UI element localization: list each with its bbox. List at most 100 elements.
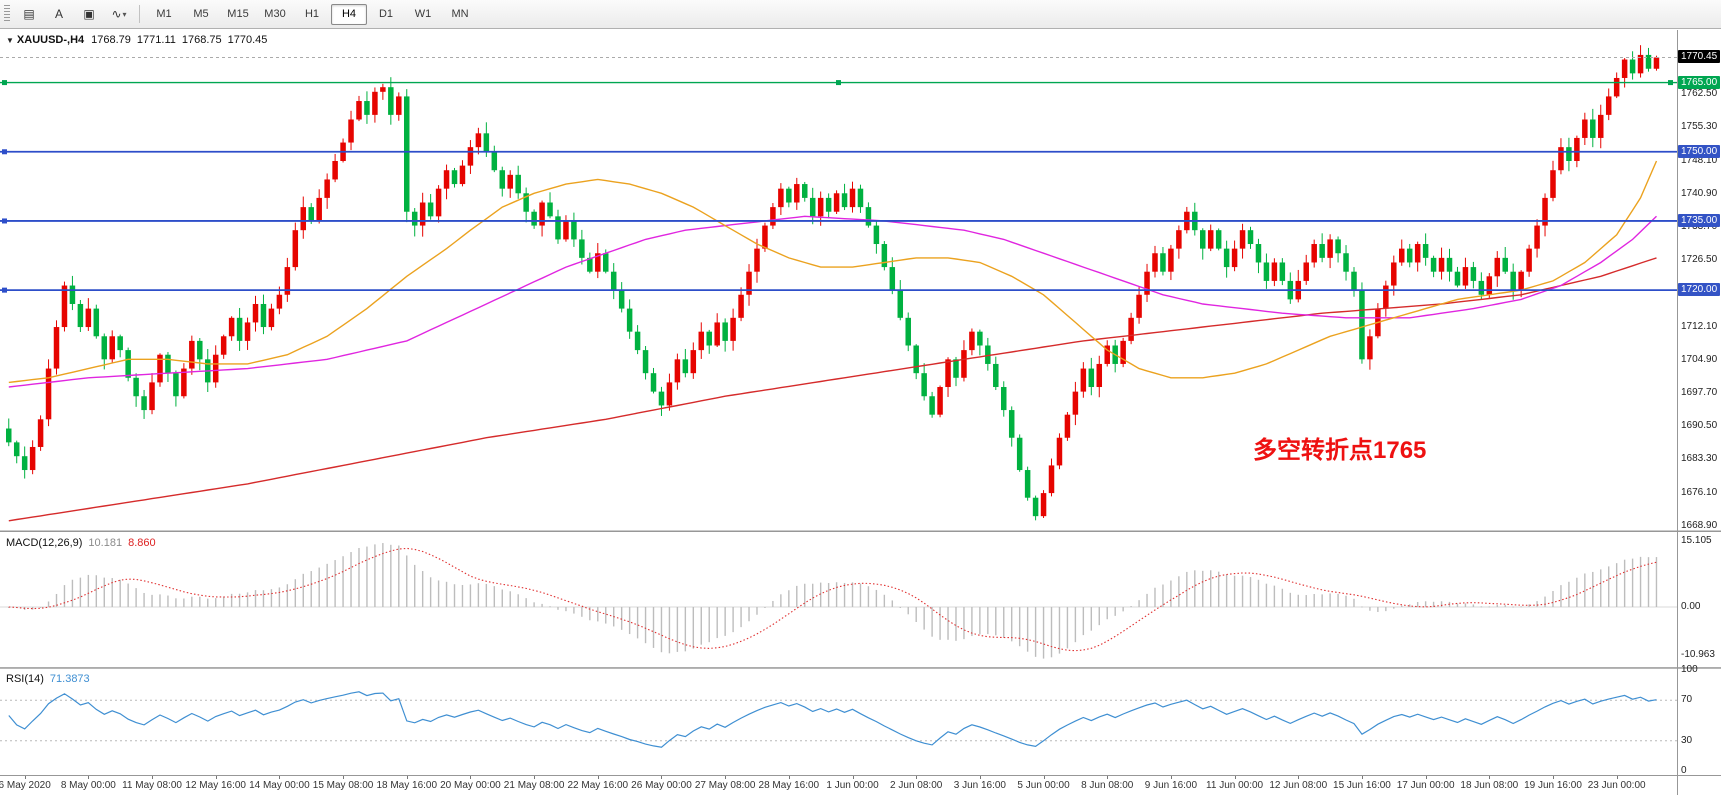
macd-histogram	[8, 543, 1658, 659]
time-axis-label: 3 Jun 16:00	[953, 780, 1006, 791]
horizontal-level-lines	[0, 56, 1677, 293]
ma-fast-orange	[8, 160, 1658, 384]
timeframe-m5-button[interactable]: M5	[193, 8, 209, 20]
price-tag: 1750.00	[1678, 144, 1721, 158]
candles	[6, 45, 1660, 521]
text-label-icon[interactable]: A	[54, 7, 63, 21]
timeframe-buttons: M1 M5 M15 M30 H1 H4 D1 W1 MN	[146, 3, 478, 25]
time-axis-label: 20 May 00:00	[440, 780, 501, 791]
time-axis-label: 5 Jun 00:00	[1017, 780, 1070, 791]
timeframe-d1-button[interactable]: D1	[378, 8, 394, 20]
time-axis-tick	[1107, 776, 1109, 779]
time-axis-label: 22 May 16:00	[567, 780, 629, 791]
time-axis-label: 15 Jun 16:00	[1333, 780, 1391, 791]
time-axis-tick	[152, 776, 154, 779]
time-axis-tick	[597, 776, 599, 779]
time-axis-tick	[788, 776, 790, 779]
toolbar-separator	[139, 5, 140, 23]
ma-mid-magenta	[8, 215, 1657, 388]
rsi-name: RSI(14)	[6, 673, 44, 685]
price-axis-label: 1676.10	[1681, 486, 1718, 498]
timeframe-m1-button[interactable]: M1	[156, 8, 172, 20]
time-axis-label: 6 May 2020	[0, 780, 51, 791]
price-axis-label: 1668.90	[1681, 519, 1718, 531]
time-axis-tick	[1234, 776, 1236, 779]
time-axis-tick	[215, 776, 217, 779]
time-axis-label: 19 Jun 16:00	[1524, 780, 1582, 791]
toolbar-grip[interactable]	[4, 5, 10, 23]
price-axis-label: 1726.50	[1681, 254, 1718, 266]
time-axis-tick	[979, 776, 981, 779]
time-axis-label: 1 Jun 00:00	[826, 780, 879, 791]
time-axis-tick	[916, 776, 918, 779]
price-axis-label: 1748.10	[1681, 154, 1718, 166]
time-axis-label: 8 Jun 08:00	[1081, 780, 1134, 791]
ohlc-low: 1768.75	[181, 34, 222, 46]
timeframe-w1-button[interactable]: W1	[414, 8, 432, 20]
time-axis-tick	[406, 776, 408, 779]
symbol-name: XAUUSD-,H4	[16, 34, 85, 46]
panel-borders	[0, 30, 1721, 795]
time-axis-label: 11 Jun 00:00	[1206, 780, 1264, 791]
price-tag: 1770.45	[1678, 50, 1721, 64]
time-axis-tick	[1552, 776, 1554, 779]
time-axis-tick	[24, 776, 26, 779]
chart-text-annotation[interactable]: 多空转折点1765	[1253, 437, 1427, 464]
template-icon[interactable]: ▣	[83, 7, 95, 21]
timeframe-m30-button[interactable]: M30	[264, 8, 286, 20]
rsi-value: 71.3873	[49, 673, 90, 685]
tool-buttons: ▤ A ▣ ∿ ▾	[15, 3, 133, 25]
time-axis-label: 18 May 16:00	[376, 780, 438, 791]
time-axis-tick	[1043, 776, 1045, 779]
symbol-collapse-icon[interactable]: ▼	[6, 36, 14, 45]
rsi-line	[8, 691, 1657, 748]
price-axis-label: 1755.30	[1681, 121, 1718, 133]
price-axis-label: 1704.90	[1681, 353, 1718, 365]
macd-signal-value: 8.860	[128, 537, 156, 549]
time-axis-tick	[852, 776, 854, 779]
price-axis-label: 1697.70	[1681, 387, 1718, 398]
timeframe-mn-button[interactable]: MN	[451, 8, 469, 20]
time-axis-label: 23 Jun 00:00	[1587, 780, 1646, 791]
time-axis-label: 2 Jun 08:00	[890, 780, 943, 791]
time-axis-label: 15 May 08:00	[312, 780, 374, 791]
macd-axis-label: 0.00	[1681, 601, 1701, 612]
time-axis-tick	[470, 776, 472, 779]
time-axis-label: 12 Jun 08:00	[1269, 780, 1328, 791]
ma-slow-red	[8, 257, 1657, 522]
time-axis-tick	[1616, 776, 1618, 779]
rsi-axis-label: 70	[1681, 694, 1693, 706]
price-tag: 1765.00	[1678, 75, 1721, 89]
time-axis-tick	[279, 776, 281, 779]
timeframe-h4-button[interactable]: H4	[331, 3, 367, 25]
macd-indicator-label: MACD(12,26,9) 10.181 8.860	[6, 537, 156, 549]
time-axis-tick	[1425, 776, 1427, 779]
time-axis-label: 27 May 08:00	[694, 780, 756, 791]
time-axis-tick	[343, 776, 345, 779]
time-axis-label: 8 May 00:00	[60, 780, 116, 791]
ohlc-close: 1770.45	[227, 34, 268, 46]
ohlc-open: 1768.79	[91, 34, 131, 46]
time-axis-label: 26 May 00:00	[631, 780, 692, 791]
time-axis-label: 21 May 08:00	[503, 780, 565, 791]
time-axis-label: 14 May 00:00	[249, 780, 310, 791]
time-axis-tick	[1170, 776, 1172, 779]
price-axis-label: 1740.90	[1681, 187, 1718, 199]
time-axis-label: 18 Jun 08:00	[1460, 780, 1519, 791]
polyline-tool-icon[interactable]: ∿ ▾	[111, 7, 127, 21]
time-axis-label: 28 May 16:00	[758, 780, 820, 791]
timeframe-h1-button[interactable]: H1	[304, 8, 320, 20]
time-axis-tick	[661, 776, 663, 779]
toolbar: ▤ A ▣ ∿ ▾ M1 M5 M15 M30 H1 H4 D1 W1 MN	[0, 0, 1721, 29]
time-axis-label: 12 May 16:00	[185, 780, 247, 791]
dropdown-arrow-icon: ▾	[122, 9, 127, 19]
price-axis-label: 1690.50	[1681, 420, 1718, 432]
time-axis-tick	[1489, 776, 1491, 779]
ohlc-high: 1771.11	[136, 34, 176, 46]
rsi-axis-label: 0	[1681, 765, 1687, 776]
time-axis-label: 17 Jun 00:00	[1396, 780, 1455, 791]
timeframe-m15-button[interactable]: M15	[227, 8, 249, 20]
time-axis-tick	[534, 776, 536, 779]
chart-window-icon[interactable]: ▤	[23, 7, 35, 21]
